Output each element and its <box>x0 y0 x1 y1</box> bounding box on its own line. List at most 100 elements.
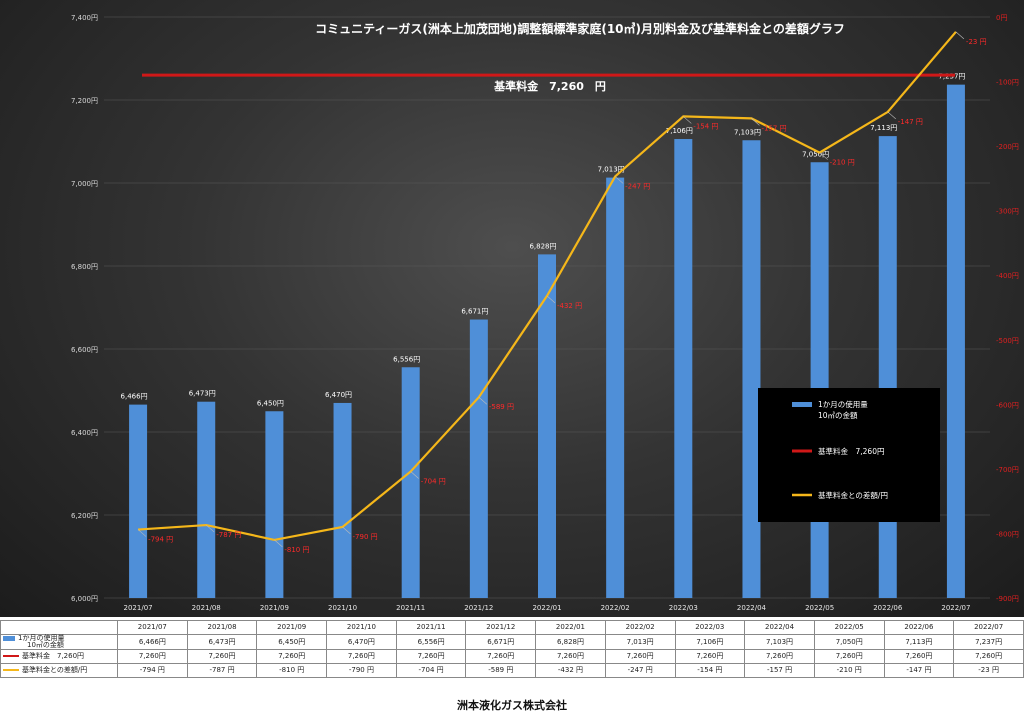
table-row: 1か月の使用量 10㎥の金額 6,466円 6,473円 6,450円 6,470円 6,5… <box>0 634 1024 650</box>
x-tick-label: 2022/07 <box>941 604 970 612</box>
diff-leader <box>819 152 828 160</box>
row-label: 10㎥の金額 <box>27 641 64 649</box>
diff-leader <box>546 295 556 304</box>
y-right-tick-label: -600円 <box>996 401 1019 409</box>
table-corner <box>0 620 118 635</box>
table-cell: -787 円 <box>186 663 258 678</box>
y-left-tick-label: 6,800円 <box>71 263 98 271</box>
diff-value-label: -247 円 <box>625 182 650 190</box>
table-row: 基準料金 7,260円 7,260円 7,260円 7,260円 7,260円 7,260… <box>0 649 1024 664</box>
table-cell: -794 円 <box>117 663 188 678</box>
legend-label: 基準料金との差額/円 <box>818 490 888 500</box>
table-cell: 6,450円 <box>256 634 328 650</box>
bar-value-label: 7,237円 <box>938 73 965 81</box>
diff-leader <box>887 111 896 120</box>
bar-value-label: 6,470円 <box>325 391 352 399</box>
table-cell: -790 円 <box>326 663 397 678</box>
bar <box>401 367 420 598</box>
x-tick-label: 2022/03 <box>669 604 698 612</box>
bar <box>197 401 216 598</box>
table-cell: -810 円 <box>256 663 328 678</box>
diff-value-label: -154 円 <box>693 122 718 130</box>
table-cell: 7,103円 <box>744 634 815 650</box>
chart-title: コミュニティーガス(洲本上加茂団地)調整額標準家庭(10㎥)月別料金及び基準料金… <box>315 21 845 36</box>
diff-leader <box>751 118 760 126</box>
table-header-cell: 2021/10 <box>326 620 397 635</box>
y-right-tick-label: -500円 <box>996 337 1019 345</box>
chart-area: 6,000円 6,200円 6,400円 6,600円 6,800円 7,000円 7,20… <box>0 0 1024 617</box>
table-cell: 7,106円 <box>674 634 746 650</box>
table-cell: 7,260円 <box>256 649 328 664</box>
bar-value-label: 6,473円 <box>189 390 216 398</box>
diff-value-label: -23 円 <box>966 38 987 46</box>
legend-swatch <box>3 669 19 671</box>
y-right-tick-label: -200円 <box>996 143 1019 151</box>
bar <box>333 402 352 598</box>
legend-swatch <box>3 655 19 657</box>
company-name: 洲本液化ガス株式会社 <box>457 699 567 712</box>
table-cell: 6,466円 <box>117 634 188 650</box>
table-row: 基準料金との差額/円 -794 円 -787 円 -810 円 -790 円 -704 円… <box>0 663 1024 678</box>
x-tick-label: 2021/08 <box>192 604 221 612</box>
table-cell: -147 円 <box>883 663 955 678</box>
bar <box>810 162 829 598</box>
bar <box>265 411 284 598</box>
diff-value-label: -787 円 <box>216 531 241 539</box>
bar <box>946 84 965 598</box>
table-header-cell: 2021/12 <box>465 620 537 635</box>
bar <box>538 254 556 598</box>
x-tick-label: 2021/07 <box>124 604 153 612</box>
x-tick-label: 2021/09 <box>260 604 289 612</box>
diff-leader <box>206 524 215 533</box>
bar <box>742 140 761 598</box>
y-left-tick-label: 7,200円 <box>71 97 98 105</box>
y-right-tick-label: -100円 <box>996 79 1019 87</box>
base-annotation: 基準料金 7,260 円 <box>493 79 606 93</box>
x-tick-label: 2022/06 <box>873 604 903 612</box>
x-tick-label: 2022/04 <box>737 604 767 612</box>
row-label: 基準料金 7,260円 <box>22 652 85 660</box>
bar-value-label: 7,113円 <box>870 124 897 132</box>
legend-label: 10㎥の金額 <box>818 410 858 420</box>
table-cell: 7,260円 <box>326 649 397 664</box>
diff-value-label: -589 円 <box>489 403 514 411</box>
diff-leader <box>274 539 283 548</box>
table-cell: 7,260円 <box>535 649 606 664</box>
diff-leader <box>342 526 351 535</box>
bar-value-label: 7,106円 <box>666 127 693 135</box>
table-cell: 7,013円 <box>604 634 676 650</box>
table-cell: 6,470円 <box>326 634 397 650</box>
legend-swatch <box>3 635 15 641</box>
bar <box>674 139 693 598</box>
bar-value-label: 6,466円 <box>121 393 148 401</box>
table-header-cell: 2021/09 <box>256 620 328 635</box>
table-cell: 7,260円 <box>117 649 188 664</box>
table-cell: 7,260円 <box>883 649 955 664</box>
table-cell: -210 円 <box>813 663 885 678</box>
table-cell: -154 円 <box>674 663 746 678</box>
table-row-header: 基準料金との差額/円 <box>0 663 118 678</box>
x-tick-label: 2021/11 <box>396 604 425 612</box>
y-right-tick-label: -300円 <box>996 208 1019 216</box>
y-right-tick-label: -800円 <box>996 530 1019 538</box>
y-left-tick-label: 7,400円 <box>71 14 98 22</box>
legend-box <box>758 388 940 522</box>
diff-value-label: -794 円 <box>148 536 173 544</box>
table-cell: 6,473円 <box>186 634 258 650</box>
table-cell: 7,260円 <box>395 649 467 664</box>
bar <box>129 404 148 598</box>
x-tick-label: 2022/05 <box>805 604 834 612</box>
diff-leader <box>410 471 419 479</box>
table-cell: 7,260円 <box>744 649 815 664</box>
y-left-tick-label: 6,600円 <box>71 346 98 354</box>
table-header-cell: 2022/02 <box>604 620 676 635</box>
diff-value-label: -432 円 <box>557 302 582 310</box>
table-cell: 7,260円 <box>604 649 676 664</box>
table-cell: -589 円 <box>465 663 537 678</box>
legend-label: 基準料金 7,260円 <box>818 446 884 456</box>
legend-label: 1か月の使用量 <box>818 399 868 409</box>
diff-value-label: -147 円 <box>898 118 923 126</box>
table-cell: -23 円 <box>953 663 1024 678</box>
table-cell: -432 円 <box>535 663 606 678</box>
table-header-cell: 2021/07 <box>117 620 188 635</box>
